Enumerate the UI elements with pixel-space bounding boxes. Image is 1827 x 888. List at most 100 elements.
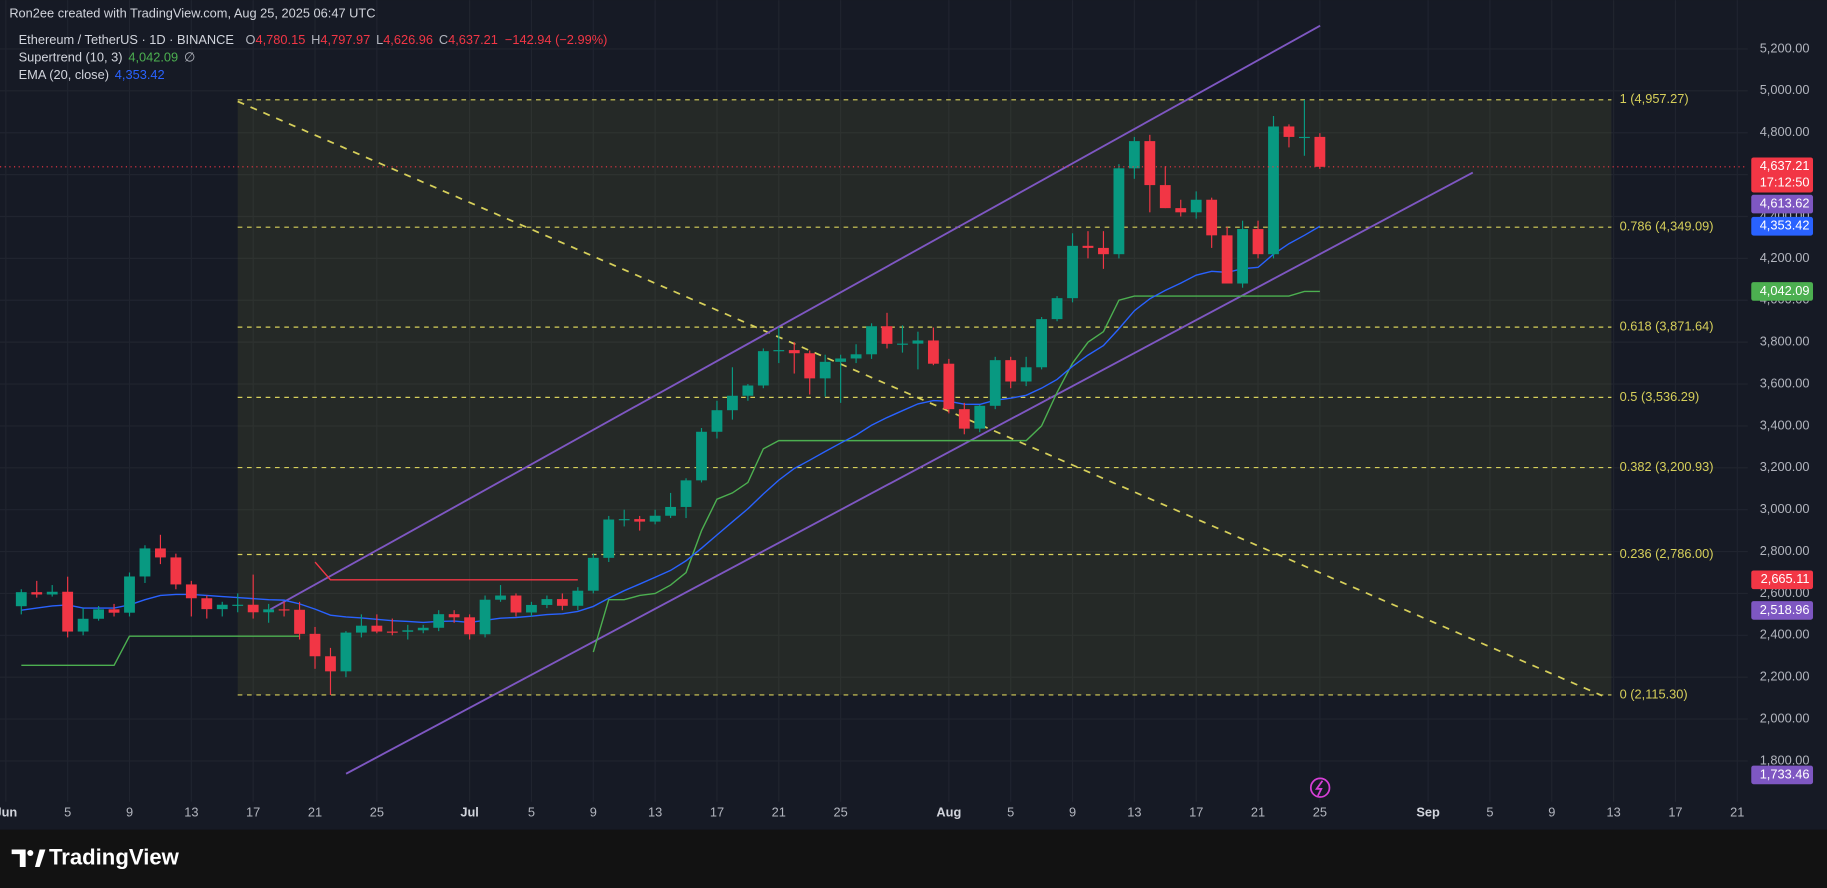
candle-body [696, 431, 707, 481]
candle-body [556, 599, 568, 606]
candle-body [1175, 208, 1187, 213]
price-badge [1751, 570, 1814, 590]
candle-body [1036, 319, 1048, 368]
candle-body [170, 557, 182, 585]
candle-body [185, 584, 197, 599]
candle-body [278, 609, 290, 611]
y-tick-label: 1,800.00 [1760, 752, 1810, 767]
candle-body [1082, 245, 1094, 248]
candle-body [371, 625, 383, 632]
candle-body [510, 595, 522, 613]
candle-body [247, 604, 259, 613]
candle-body [62, 591, 74, 632]
candle-body [587, 557, 599, 591]
candle-body [634, 519, 646, 522]
y-tick-label: 2,200.00 [1760, 669, 1810, 684]
x-tick-label: Sep [1416, 805, 1440, 820]
candle-body [958, 409, 970, 429]
candle-body [835, 358, 847, 362]
brand: TradingView [49, 845, 180, 870]
y-tick-label: 3,200.00 [1760, 459, 1810, 474]
candle-body [325, 656, 336, 672]
x-tick-label: 13 [1606, 805, 1620, 820]
candle-body [804, 353, 816, 379]
y-tick-label: 4,200.00 [1760, 250, 1810, 265]
y-tick-label: 4,800.00 [1760, 124, 1810, 139]
candle-body [680, 480, 692, 507]
fib-label: 0 (2,115.30) [1620, 686, 1688, 701]
candle-body [1190, 199, 1202, 213]
chart-background [0, 0, 1827, 830]
candle-body [927, 340, 939, 364]
candle-body [866, 326, 877, 355]
fib-retracement: 1 (4,957.27) 0.786 (4,349.09) 0.618 (3,871… [237, 91, 1714, 701]
ohlc-value: 4,637.21 [448, 32, 498, 47]
candle-body [46, 591, 58, 595]
candle-body [665, 506, 676, 516]
fib-label: 1 (4,957.27) [1620, 91, 1689, 106]
candle-body [541, 599, 553, 605]
x-tick-label: 5 [528, 805, 535, 820]
candle-body [788, 350, 800, 354]
candle-body [881, 326, 893, 344]
ohlc-key: H [311, 32, 320, 47]
candle-body [108, 609, 120, 613]
x-tick-label: 25 [834, 805, 848, 820]
candle-body [386, 631, 398, 633]
change: −142.94 (−2.99%) [505, 32, 607, 47]
x-tick-label: 5 [1007, 805, 1014, 820]
fib-label: 0.618 (3,871.64) [1620, 319, 1714, 334]
candle-body [1206, 199, 1218, 236]
countdown: 17:12:50 [1760, 175, 1810, 190]
symbol-legend: Ethereum / TetherUS · 1D · BINANCE O4,780… [19, 32, 608, 47]
fib-label: 0.236 (2,786.00) [1620, 546, 1714, 561]
ohlc-value: 4,626.96 [383, 32, 433, 47]
fib-zone [237, 99, 1612, 695]
axes: 1,800.002,000.002,200.002,400.002,600.00… [0, 40, 1814, 820]
x-tick-label: 5 [1486, 805, 1493, 820]
candle-body [1113, 168, 1125, 255]
channel-upper [269, 24, 1321, 611]
candle-body [850, 354, 862, 359]
x-tick-label: 17 [710, 805, 724, 820]
y-tick-label: 2,000.00 [1760, 710, 1810, 725]
candle-body [603, 519, 615, 558]
candle-body [1283, 126, 1295, 137]
supertrend-legend: Supertrend (10, 3) 4,042.09 ∅ [19, 50, 195, 65]
candle-body [618, 519, 630, 521]
candle-body [1237, 229, 1248, 284]
price-badge [1751, 157, 1814, 193]
candle-body [742, 385, 754, 396]
candle-body [1159, 185, 1171, 209]
candle-body [417, 627, 429, 631]
credit: Ron2ee created with TradingView.com, Aug… [9, 5, 375, 20]
x-tick-label: 5 [64, 805, 71, 820]
y-tick-label: 5,200.00 [1760, 40, 1810, 55]
candle-body [1268, 126, 1279, 255]
y-tick-label: 5,000.00 [1760, 82, 1810, 97]
supertrend-up [21, 290, 1320, 666]
candle-body [1252, 229, 1264, 255]
candle-body [216, 604, 228, 610]
price-badge [1751, 601, 1814, 620]
candle-body [1020, 367, 1032, 382]
price-badge [1751, 282, 1814, 301]
candle-body [1221, 235, 1233, 284]
fib-label: 0.382 (3,200.93) [1620, 459, 1714, 474]
candle-body [155, 548, 166, 558]
x-tick-label: 17 [246, 805, 260, 820]
candle-body [819, 361, 831, 379]
x-tick-label: 25 [1313, 805, 1327, 820]
x-tick-label: 21 [1251, 805, 1265, 820]
x-tick-label: 21 [308, 805, 322, 820]
price-badge-label: 1,733.46 [1760, 766, 1810, 781]
brand-logo [11, 849, 46, 867]
candle-body [974, 405, 986, 429]
x-tick-label: 21 [772, 805, 786, 820]
candle-body [649, 515, 661, 522]
candle-body [77, 618, 89, 632]
candle-body [263, 609, 275, 613]
candle-body [402, 630, 414, 632]
